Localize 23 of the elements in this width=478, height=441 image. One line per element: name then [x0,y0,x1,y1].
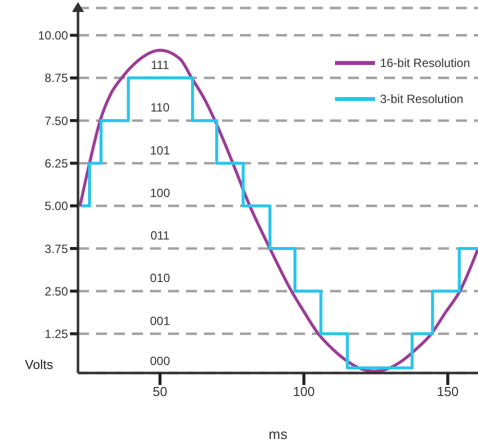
annotation: 011 [150,228,170,243]
annotation: 110 [150,100,170,115]
y-tick-label: 1.25 [44,327,68,342]
annotation: 000 [150,354,170,368]
y-tick-label: 10.00 [38,28,68,43]
x-tick-label: 100 [293,384,315,400]
legend-label: 3-bit Resolution [380,92,464,106]
y-axis-title: Volts [24,357,54,372]
x-tick-label: 50 [152,384,168,400]
y-tick-label: 5.00 [44,199,68,214]
y-tick-label: 7.50 [44,114,68,128]
annotation: 101 [150,143,170,158]
legend-label: 16-bit Resolution [380,56,470,70]
annotation: 001 [150,314,170,328]
annotation: 010 [150,271,170,286]
y-tick-label: 6.25 [44,156,68,170]
annotation: 111 [150,58,170,72]
y-tick-label: 2.50 [44,284,68,298]
y-tick-label: 3.75 [44,242,68,256]
y-tick-label: 8.75 [44,71,68,86]
x-axis-title: ms [268,426,288,441]
x-tick-label: 150 [436,384,459,400]
annotation: 100 [150,186,170,200]
